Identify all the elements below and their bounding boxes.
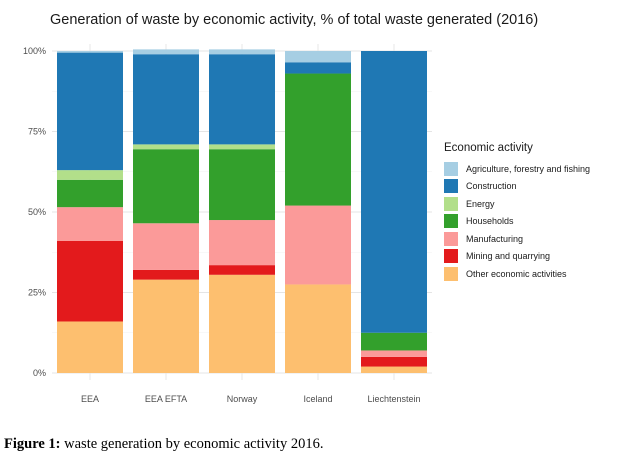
bar-segment-other-economic-activities [361, 366, 427, 373]
bar-segment-other-economic-activities [209, 274, 275, 373]
bar-segment-construction [209, 54, 275, 145]
x-tick-label: Norway [227, 394, 258, 404]
bar-segment-construction [133, 54, 199, 145]
legend-title: Economic activity [444, 142, 533, 154]
legend-item: Energy [444, 195, 590, 213]
x-tick-label: EEA [81, 394, 99, 404]
bar-segment-mining-and-quarrying [133, 269, 199, 280]
bar-segment-manufacturing [133, 223, 199, 270]
bar-segment-energy [209, 144, 275, 150]
x-tick-label: Iceland [303, 394, 332, 404]
y-tick-label: 100% [23, 46, 46, 56]
bar-segment-energy [57, 170, 123, 180]
bar-segment-construction [57, 52, 123, 171]
bar-segment-agriculture-forestry-and-fishing [209, 49, 275, 55]
legend-label: Construction [466, 181, 517, 192]
legend-swatch [444, 161, 458, 176]
figure-caption: Figure 1: waste generation by economic a… [4, 436, 323, 453]
legend-swatch [444, 266, 458, 281]
legend-item: Manufacturing [444, 230, 590, 248]
legend-label: Manufacturing [466, 233, 524, 244]
legend-swatch [444, 214, 458, 229]
bar-segment-construction [361, 51, 427, 333]
figure-caption-text: waste generation by economic activity 20… [60, 436, 324, 452]
legend-item: Households [444, 213, 590, 231]
legend-label: Mining and quarrying [466, 251, 551, 262]
bar-segment-other-economic-activities [133, 279, 199, 373]
bar-segment-mining-and-quarrying [361, 356, 427, 367]
figure-caption-label: Figure 1: [4, 436, 61, 452]
legend-label: Energy [466, 198, 495, 209]
chart: Generation of waste by economic activity… [23, 12, 590, 404]
x-tick-label: EEA EFTA [145, 394, 187, 404]
legend-label: Other economic activities [466, 268, 567, 279]
legend-item: Other economic activities [444, 265, 590, 283]
bar-segment-other-economic-activities [57, 321, 123, 373]
legend-label: Agriculture, forestry and fishing [466, 163, 591, 174]
bar-segment-agriculture-forestry-and-fishing [285, 51, 351, 63]
y-tick-label: 75% [28, 127, 46, 137]
legend-swatch [444, 231, 458, 246]
legend-swatch [444, 179, 458, 194]
legend-item: Mining and quarrying [444, 248, 590, 266]
bar-segment-households [209, 149, 275, 221]
bar-segment-households [57, 179, 123, 208]
bar-segment-mining-and-quarrying [57, 240, 123, 322]
bar-segment-mining-and-quarrying [209, 265, 275, 275]
bar-segment-energy [133, 144, 199, 150]
legend-item: Construction [444, 178, 590, 196]
bar-segment-agriculture-forestry-and-fishing [57, 51, 123, 53]
legend-swatch [444, 196, 458, 211]
chart-title: Generation of waste by economic activity… [50, 12, 539, 28]
x-tick-label: Liechtenstein [367, 394, 420, 404]
y-tick-label: 50% [28, 207, 46, 217]
bar-segment-manufacturing [285, 205, 351, 285]
bar-segment-construction [285, 62, 351, 74]
bar-segment-manufacturing [57, 207, 123, 241]
legend: Economic activity Agriculture, forestry … [444, 142, 590, 283]
legend-label: Households [466, 216, 514, 227]
legend-item: Agriculture, forestry and fishing [444, 160, 590, 178]
y-tick-label: 25% [28, 288, 46, 298]
bar-segment-manufacturing [361, 350, 427, 357]
bar-segment-households [133, 149, 199, 224]
legend-items: Agriculture, forestry and fishing Constru… [444, 160, 590, 283]
bar-segment-agriculture-forestry-and-fishing [133, 49, 199, 55]
bar-segment-households [361, 332, 427, 351]
bar-segment-households [285, 73, 351, 206]
y-tick-label: 0% [33, 368, 46, 378]
plot-area: 0% 25% 50% 75% 100% EEA EEA EFTA Norway Iceland L… [23, 44, 432, 404]
bar-segment-manufacturing [209, 220, 275, 266]
bar-segment-other-economic-activities [285, 284, 351, 373]
legend-swatch [444, 249, 458, 264]
